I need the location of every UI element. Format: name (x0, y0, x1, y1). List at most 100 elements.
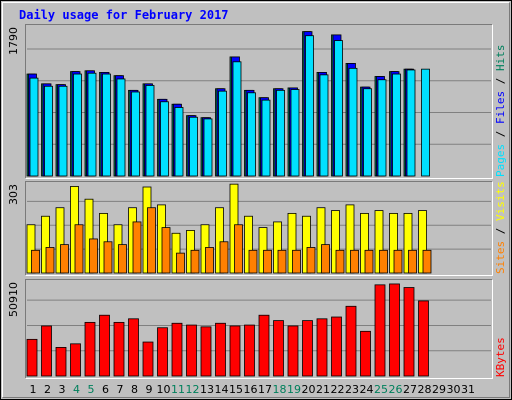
bar-pages-day-17 (261, 99, 271, 177)
day-label-17: 17 (258, 383, 272, 396)
bar-visits-day-3 (55, 207, 65, 274)
bar-kbytes-day-1 (26, 338, 38, 377)
bar-pages-day-20 (305, 35, 314, 177)
bar-sites-day-17 (263, 249, 272, 274)
bar-kbytes-day-11 (171, 322, 183, 377)
bar-sites-day-16 (248, 249, 258, 274)
bar-pages-day-21 (319, 74, 329, 177)
day-label-3: 3 (59, 383, 66, 396)
day-label-10: 10 (157, 383, 171, 396)
bar-kbytes-day-22 (331, 316, 342, 377)
bar-sites-day-15 (234, 224, 243, 274)
bar-sites-day-5 (89, 238, 98, 274)
bar-sites-day-6 (103, 241, 113, 274)
day-label-31: 31 (461, 383, 475, 396)
bar-sites-day-4 (74, 224, 84, 274)
bar-visits-day-25 (374, 210, 384, 274)
day-label-2: 2 (44, 383, 51, 396)
bar-pages-day-26 (392, 73, 401, 177)
bar-sites-day-3 (60, 244, 69, 274)
bar-sites-day-1 (31, 249, 40, 274)
bar-sites-day-8 (132, 221, 142, 274)
bar-visits-day-5 (84, 198, 94, 274)
bar-sites-day-13 (205, 247, 214, 274)
bar-pages-day-6 (102, 73, 111, 177)
day-label-19: 19 (287, 383, 301, 396)
bar-kbytes-day-13 (200, 326, 212, 377)
bar-pages-day-18 (276, 89, 285, 177)
bar-visits-day-2 (41, 215, 50, 274)
day-label-21: 21 (316, 383, 330, 396)
bar-visits-day-19 (287, 212, 297, 274)
bar-kbytes-day-28 (418, 300, 429, 377)
day-label-24: 24 (360, 383, 374, 396)
bar-kbytes-day-2 (41, 325, 52, 377)
bar-visits-day-14 (215, 207, 224, 274)
bar-pages-day-14 (218, 90, 227, 177)
bar-visits-day-18 (273, 221, 282, 274)
side-label-sites-visits: Sites / Visits (494, 181, 507, 274)
day-label-28: 28 (418, 383, 432, 396)
bar-pages-day-22 (334, 40, 343, 177)
bar-visits-day-16 (244, 215, 253, 274)
bar-pages-day-9 (145, 85, 155, 177)
bar-pages-day-7 (116, 78, 126, 177)
day-label-4: 4 (73, 383, 80, 396)
bar-pages-day-2 (44, 85, 53, 177)
bar-sites-day-11 (176, 252, 185, 274)
bar-kbytes-day-24 (360, 330, 371, 377)
bar-visits-day-1 (26, 224, 36, 274)
bar-pages-day-24 (363, 88, 372, 177)
day-label-30: 30 (447, 383, 461, 396)
side-label-kbytes: KBytes (494, 337, 507, 377)
bar-kbytes-day-4 (70, 343, 81, 377)
bar-kbytes-day-20 (302, 320, 313, 377)
bar-kbytes-day-17 (258, 314, 270, 377)
day-label-11: 11 (171, 383, 185, 396)
bar-sites-day-2 (45, 247, 55, 274)
bar-visits-day-28 (418, 210, 427, 274)
bar-sites-day-28 (422, 249, 432, 274)
bar-kbytes-day-27 (403, 287, 415, 377)
day-label-13: 13 (200, 383, 214, 396)
bar-sites-day-25 (379, 249, 388, 274)
bar-pages-day-12 (189, 116, 198, 177)
bar-pages-day-28 (421, 68, 430, 177)
bar-kbytes-day-16 (244, 324, 255, 377)
day-label-15: 15 (229, 383, 243, 396)
day-label-12: 12 (186, 383, 200, 396)
bar-pages-day-25 (377, 79, 387, 177)
day-label-18: 18 (273, 383, 287, 396)
bar-pages-day-23 (348, 67, 358, 177)
bar-kbytes-day-12 (186, 324, 197, 377)
bar-visits-day-21 (316, 207, 326, 274)
day-label-8: 8 (131, 383, 138, 396)
bar-kbytes-day-14 (215, 322, 226, 377)
bar-kbytes-day-15 (229, 325, 241, 377)
day-label-7: 7 (117, 383, 124, 396)
bar-kbytes-day-23 (345, 305, 357, 377)
bar-kbytes-day-3 (55, 347, 67, 377)
bar-sites-day-10 (161, 227, 171, 274)
bar-sites-day-26 (393, 249, 403, 274)
bar-kbytes-day-5 (84, 321, 96, 377)
y-max-label-panel-2: 303 (7, 184, 20, 205)
day-label-14: 14 (215, 383, 229, 396)
day-label-5: 5 (88, 383, 95, 396)
bar-visits-day-24 (360, 212, 369, 274)
bar-sites-day-12 (190, 249, 200, 274)
bar-kbytes-day-8 (128, 318, 139, 377)
bar-kbytes-day-9 (142, 341, 154, 377)
bar-visits-day-23 (345, 204, 355, 274)
bar-kbytes-day-26 (389, 283, 400, 377)
bar-sites-day-19 (292, 249, 301, 274)
day-label-6: 6 (102, 383, 109, 396)
bar-kbytes-day-25 (374, 284, 386, 377)
bar-pages-day-15 (232, 61, 242, 177)
bar-kbytes-day-19 (287, 325, 299, 377)
bar-sites-day-14 (219, 241, 229, 274)
bar-sites-day-22 (335, 249, 345, 274)
bar-sites-day-27 (408, 249, 417, 274)
